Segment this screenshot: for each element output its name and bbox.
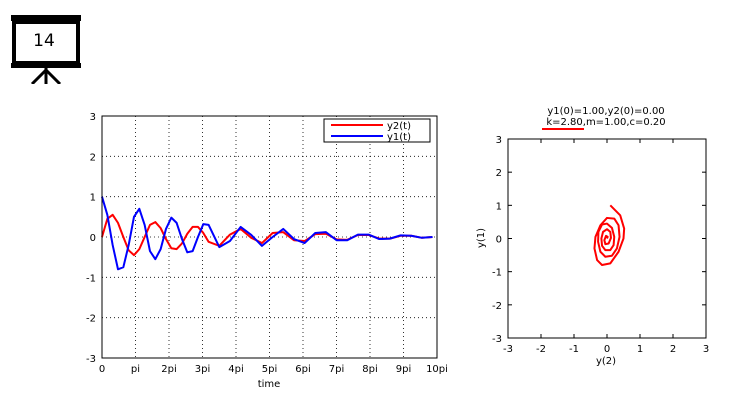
phase-x-tick-label: 3 [703,344,709,355]
x-axis-label: time [258,379,281,390]
y-tick-label: -3 [86,354,96,365]
y-tick-label: 0 [90,233,96,244]
legend-label-y1: y1(t) [387,132,411,143]
slide-number: 14 [33,31,55,51]
y-tick-label: 2 [90,152,96,163]
phase-y-tick-label: 2 [496,168,502,179]
plot-frame [101,115,438,359]
phase-y-tick-label: 1 [496,201,502,212]
y-tick-label: 3 [90,112,96,123]
phase-x-tick-label: 0 [604,344,610,355]
series-line-y1t [101,196,433,271]
x-tick-label: 3pi [195,364,211,375]
phase-y-tick-label: 0 [496,235,502,246]
y-tick-label: -1 [86,273,96,284]
y-tick-label: 1 [90,193,96,204]
phase-subtitle: k=2.80,m=1.00,c=0.20 [546,117,665,128]
x-tick-label: 9pi [396,364,412,375]
x-tick-label: 2pi [161,364,177,375]
y-tick-label: -2 [86,314,96,325]
phase-x-tick-label: -1 [569,344,579,355]
phase-y-tick-label: 3 [496,135,502,146]
phase-y-tick-labels: -3 -2 -1 0 1 2 3 [492,135,502,345]
x-tick-label: pi [131,364,140,375]
phase-x-axis-label: y(2) [596,356,616,367]
x-tick-label: 7pi [329,364,345,375]
phase-y-tick-label: -1 [492,268,502,279]
phase-y-axis-label: y(1) [476,228,487,248]
series-line-y2t [101,213,433,257]
legend: y2(t) y1(t) [323,118,431,143]
phase-y-tick-label: -2 [492,301,502,312]
x-tick-label: 5pi [262,364,278,375]
x-tick-labels: 0 pi 2pi 3pi 4pi 5pi 6pi 7pi 8pi 9pi 10pi [99,364,448,375]
legend-label-y2: y2(t) [387,121,411,132]
x-tick-label: 6pi [295,364,311,375]
y-tick-labels: -3 -2 -1 0 1 2 3 [86,112,96,365]
phase-tick-marks [507,138,707,339]
x-tick-label: 0 [99,364,105,375]
phase-x-tick-label: -3 [503,344,513,355]
x-tick-label: 8pi [362,364,378,375]
phase-y-tick-label: -3 [492,334,502,345]
phase-x-tick-label: 2 [670,344,676,355]
x-tick-label: 4pi [228,364,244,375]
phase-x-tick-label: -2 [536,344,546,355]
phase-title: y1(0)=1.00,y2(0)=0.00 [547,106,664,117]
phase-curve-line [593,204,626,267]
x-tick-label: 10pi [426,364,448,375]
phase-x-tick-label: 1 [637,344,643,355]
phase-x-tick-labels: -3 -2 -1 0 1 2 3 [503,344,709,355]
phase-curve [593,204,626,267]
series-lines [101,196,433,271]
presentation-board-icon [11,15,81,84]
